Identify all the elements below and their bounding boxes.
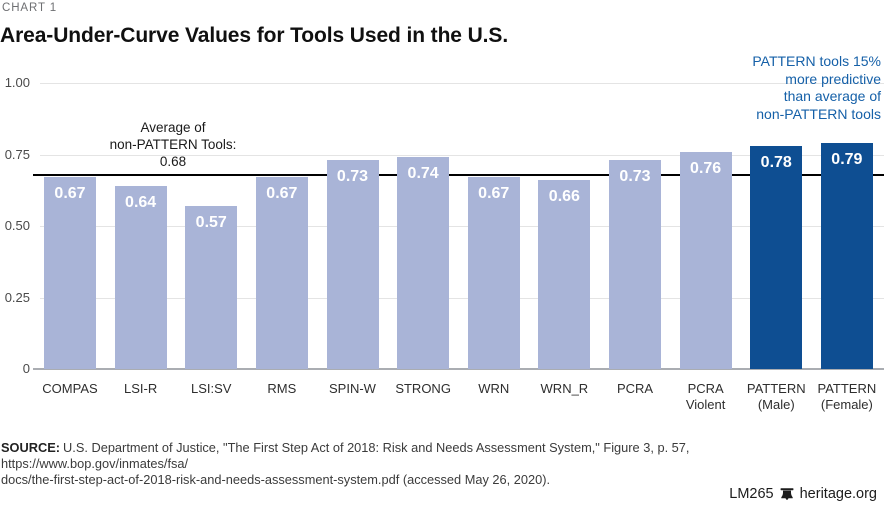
x-axis-label: WRN bbox=[459, 381, 529, 397]
x-axis-label: SPIN-W bbox=[318, 381, 388, 397]
bar-value-label: 0.76 bbox=[690, 160, 722, 177]
average-annotation-value: 0.68 bbox=[159, 154, 187, 169]
bar-PATTERN (Male): 0.78 PATTERN (Male) bbox=[747, 146, 806, 412]
y-axis-tick-label: 0 bbox=[22, 361, 30, 376]
bar-value-label: 0.67 bbox=[266, 185, 298, 202]
average-line-annotation: Average of non-PATTERN Tools: 0.68 bbox=[88, 119, 258, 170]
average-annotation-line-1: Average of bbox=[140, 120, 206, 135]
x-axis-label-line: STRONG bbox=[395, 381, 451, 396]
pattern-tools-annotation: PATTERN tools 15% more predictive than a… bbox=[651, 53, 881, 123]
document-id: LM265 bbox=[729, 486, 774, 502]
bar-COMPAS: 0.67 COMPAS bbox=[42, 177, 98, 396]
bar-PCRA Violent: 0.76 PCRA Violent bbox=[679, 152, 732, 412]
gridline bbox=[40, 226, 884, 227]
footer-site: heritage.org bbox=[799, 486, 877, 502]
x-axis-label: PCRA bbox=[600, 381, 670, 397]
x-axis-label-line: SPIN-W bbox=[329, 381, 376, 396]
x-axis-label: STRONG bbox=[388, 381, 458, 397]
x-axis-label: COMPAS bbox=[35, 381, 105, 397]
x-axis-label-line: Violent bbox=[685, 397, 726, 412]
bar-value-label: 0.64 bbox=[125, 194, 157, 211]
x-axis-label: PATTERN (Male) bbox=[741, 381, 811, 413]
pattern-annotation-line-3: than average of bbox=[783, 88, 881, 104]
x-axis-label-line: PATTERN bbox=[817, 381, 877, 396]
bar-PATTERN (Female): 0.79 PATTERN (Female) bbox=[818, 143, 876, 412]
page-title: Area-Under-Curve Values for Tools Used i… bbox=[0, 24, 509, 47]
bar-value-label: 0.57 bbox=[195, 214, 227, 231]
x-axis-label: PATTERN (Female) bbox=[812, 381, 882, 413]
gridline bbox=[40, 298, 884, 299]
average-annotation-line-2: non-PATTERN Tools: bbox=[109, 137, 237, 152]
heritage-bell-icon bbox=[780, 487, 794, 501]
bar-RMS: 0.67 RMS bbox=[255, 177, 308, 396]
x-axis-label-line: LSI:SV bbox=[191, 381, 232, 396]
bar-LSI:SV: 0.57 LSI:SV bbox=[185, 206, 238, 396]
source-note: SOURCE: U.S. Department of Justice, "The … bbox=[1, 440, 831, 488]
x-axis-label-line: PATTERN bbox=[746, 381, 806, 396]
x-axis-label: WRN_R bbox=[529, 381, 599, 397]
average-reference-line bbox=[33, 174, 884, 176]
bar-value-label: 0.78 bbox=[760, 154, 792, 171]
source-label: SOURCE: bbox=[1, 440, 61, 455]
y-axis-tick-label: 0.25 bbox=[4, 290, 30, 305]
bar-WRN: 0.67 WRN bbox=[467, 177, 520, 396]
bar-PCRA: 0.73 PCRA bbox=[609, 160, 661, 396]
gridline bbox=[40, 155, 884, 156]
pattern-annotation-line-2: more predictive bbox=[785, 70, 881, 87]
pattern-annotation-line-1: PATTERN tools 15% bbox=[752, 53, 881, 69]
bar-value-label: 0.73 bbox=[336, 168, 369, 185]
source-line-1: U.S. Department of Justice, "The First S… bbox=[1, 440, 690, 471]
x-axis-label-line: LSI-R bbox=[124, 381, 158, 396]
bar-WRN_R: 0.66 WRN_R bbox=[538, 180, 591, 396]
gridline bbox=[40, 83, 884, 84]
pattern-annotation-line-4: non-PATTERN tools bbox=[756, 105, 881, 122]
bar-value-label: 0.67 bbox=[478, 185, 510, 202]
bar-SPIN-W: 0.73 SPIN-W bbox=[326, 160, 379, 396]
bar-value-label: 0.73 bbox=[619, 168, 651, 185]
x-axis-label-line: COMPAS bbox=[42, 381, 98, 396]
y-axis-tick-label: 1.00 bbox=[4, 75, 30, 90]
bars: 0.67 COMPAS 0.64 LSI-R 0.57 LSI:SV 0.67 RMS 0.73… bbox=[42, 83, 876, 412]
y-axis-tick-label: 0.50 bbox=[4, 218, 30, 233]
bar-LSI-R: 0.64 LSI-R bbox=[114, 186, 167, 396]
bar-value-label: 0.79 bbox=[831, 151, 863, 168]
bar-STRONG: 0.74 STRONG bbox=[395, 157, 451, 396]
x-axis-label-line: (Male) bbox=[757, 397, 795, 412]
x-axis-label: LSI-R bbox=[106, 381, 176, 397]
bar-chart: 0.67 COMPAS 0.64 LSI-R 0.57 LSI:SV 0.67 RMS 0.73… bbox=[0, 75, 884, 412]
x-axis-line bbox=[33, 368, 884, 370]
x-axis-label: PCRA Violent bbox=[671, 381, 741, 413]
x-axis-label-line: WRN bbox=[478, 381, 510, 396]
bar-value-label: 0.66 bbox=[548, 188, 580, 205]
plot-area: 0.67 COMPAS 0.64 LSI-R 0.57 LSI:SV 0.67 RMS 0.73… bbox=[33, 83, 884, 412]
bar-value-label: 0.67 bbox=[54, 185, 86, 202]
bar-value-label: 0.74 bbox=[407, 165, 439, 182]
y-axis-tick-label: 0.75 bbox=[4, 147, 30, 162]
x-axis-label: RMS bbox=[247, 381, 317, 397]
x-axis-label-line: PCRA bbox=[687, 381, 724, 396]
x-axis-label: LSI:SV bbox=[176, 381, 246, 397]
footer: LM265 heritage.org bbox=[729, 486, 877, 502]
chart-number-label: CHART 1 bbox=[2, 2, 58, 14]
x-axis-label-line: WRN_R bbox=[540, 381, 589, 396]
x-axis-label-line: RMS bbox=[267, 381, 297, 396]
x-axis-label-line: PCRA bbox=[616, 381, 654, 396]
x-axis-label-line: (Female) bbox=[820, 397, 873, 412]
source-line-2: docs/the-first-step-act-of-2018-risk-and… bbox=[1, 472, 551, 487]
